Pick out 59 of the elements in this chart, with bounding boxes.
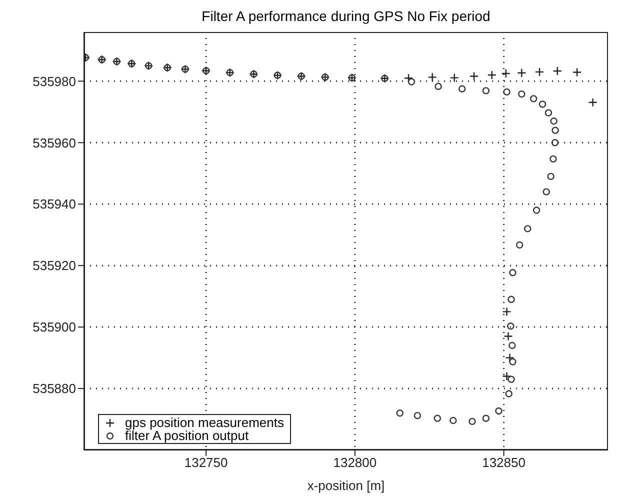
point [542, 188, 550, 196]
x-tick-label: 132800 [333, 455, 377, 470]
y-tick-label: 535940 [32, 196, 76, 212]
point [534, 67, 544, 77]
y-tick-label: 535980 [32, 74, 76, 89]
point [550, 155, 557, 163]
point [501, 68, 510, 78]
point [509, 269, 516, 276]
point [588, 98, 598, 107]
point [458, 85, 466, 92]
point [505, 353, 514, 362]
point [482, 87, 490, 94]
point [530, 95, 538, 102]
point [508, 376, 515, 383]
point [502, 372, 512, 381]
point [396, 410, 404, 417]
point [428, 72, 437, 82]
point [516, 241, 524, 249]
point [502, 307, 512, 316]
point [508, 342, 516, 350]
point [550, 118, 558, 125]
x-tick-label: 132750 [184, 455, 228, 470]
point [544, 109, 552, 116]
point [509, 358, 516, 366]
point [487, 70, 496, 80]
point [450, 416, 457, 424]
point [450, 73, 459, 82]
point [469, 72, 479, 81]
point [408, 78, 416, 86]
point [508, 296, 515, 303]
point [552, 126, 559, 134]
point [495, 407, 502, 415]
point [517, 68, 526, 78]
point [434, 82, 442, 90]
point [524, 225, 532, 232]
point [572, 68, 582, 77]
point [434, 414, 441, 422]
point [504, 332, 513, 341]
point [518, 90, 526, 98]
y-tick-label: 535920 [32, 258, 76, 274]
y-tick-label: 535900 [32, 320, 76, 335]
y-tick-label: 535960 [32, 135, 76, 150]
point [547, 172, 554, 180]
point [551, 139, 559, 146]
y-tick-label: 535880 [32, 381, 76, 396]
point [532, 206, 540, 214]
point [503, 88, 510, 96]
x-tick-label: 132850 [482, 455, 526, 470]
point [552, 66, 562, 76]
point [414, 412, 422, 420]
legend-label: gps position measurements [125, 415, 284, 430]
point [404, 74, 414, 83]
point [505, 390, 512, 398]
point [538, 100, 546, 108]
point [468, 418, 476, 426]
x-axis-title: x-position [m] [307, 478, 385, 493]
point [507, 322, 514, 330]
point [482, 414, 490, 422]
chart-title: Filter A performance during GPS No Fix period [200, 8, 492, 26]
